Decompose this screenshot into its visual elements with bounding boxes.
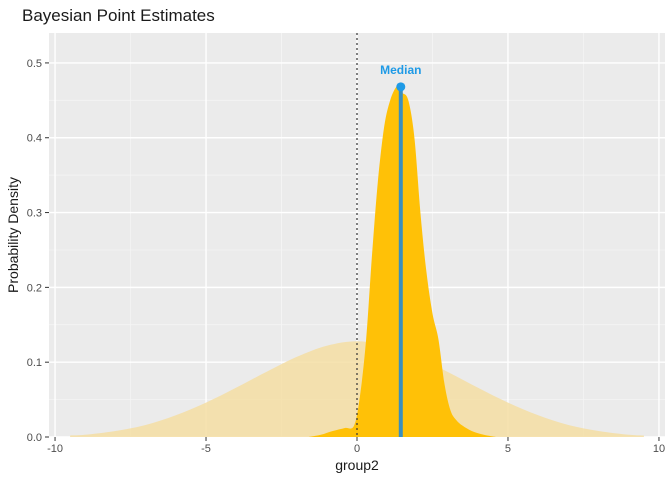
y-axis-ticks: 0.0 0.1 0.2 0.3 0.4 0.5 [27,58,49,444]
x-axis-title: group2 [335,457,379,473]
y-tick-label: 0.5 [27,58,42,70]
y-tick-label: 0.1 [27,357,42,369]
y-tick-label: 0.4 [27,133,42,145]
x-tick-label: 10 [653,443,665,455]
x-tick-label: 0 [354,443,360,455]
x-tick-label: 5 [505,443,511,455]
median-point [396,82,406,92]
x-tick-label: -10 [47,443,63,455]
chart-title: Bayesian Point Estimates [22,6,215,25]
x-axis-ticks: -10 -5 0 5 10 [47,437,665,455]
x-tick-label: -5 [201,443,211,455]
y-tick-label: 0.0 [27,432,42,444]
y-tick-label: 0.2 [27,282,42,294]
y-tick-label: 0.3 [27,208,42,220]
y-axis-title: Probability Density [5,177,21,293]
median-label: Median [380,63,421,77]
